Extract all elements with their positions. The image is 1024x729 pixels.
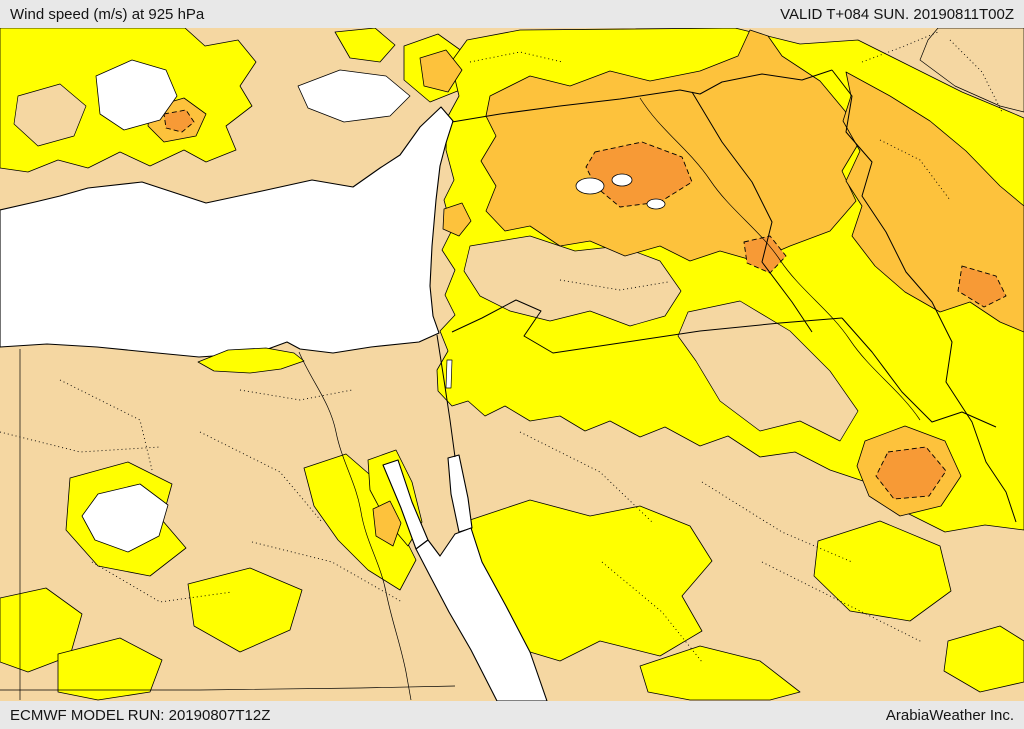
dotted-admin-line: [469, 51, 563, 63]
white-calm-patch: [95, 59, 178, 131]
border-line: [436, 334, 456, 458]
red-sea: [415, 527, 548, 701]
yellow-region: [639, 645, 801, 701]
white-calm-patch: [297, 69, 411, 123]
rivers-layer: [298, 97, 921, 701]
wind-orange-layer: [147, 29, 1024, 547]
orange-region: [480, 29, 861, 262]
model-run-label: ECMWF MODEL RUN: 20190807T12Z: [10, 706, 271, 724]
nile-river: [298, 351, 412, 701]
dead-sea: [445, 359, 453, 389]
border-line: [831, 69, 1017, 523]
border-line: [0, 685, 456, 691]
brand-label: ArabiaWeather Inc.: [885, 706, 1014, 724]
deep-orange-region: [163, 109, 195, 133]
deep-orange-region: [957, 265, 1007, 308]
white-calm-patch: [646, 198, 666, 210]
dotted-admin-line: [559, 279, 669, 291]
dotted-admin-line: [251, 541, 403, 603]
white-calm-patch: [575, 177, 605, 195]
orange-region: [842, 71, 1024, 333]
country-borders-layer: [0, 69, 1017, 700]
valid-time-label: VALID T+084 SUN. 20190811T00Z: [780, 5, 1014, 23]
top-bar: Wind speed (m/s) at 925 hPa VALID T+084 …: [0, 0, 1024, 28]
page-title: Wind speed (m/s) at 925 hPa: [10, 5, 205, 23]
wind-speed-map: [0, 28, 1024, 701]
dotted-admin-line: [601, 561, 703, 663]
dotted-admin-line: [199, 431, 323, 523]
cyprus-island: [197, 347, 305, 374]
dotted-admin-line: [879, 139, 951, 201]
white-calm-patch: [611, 173, 633, 187]
calm-region: [919, 28, 1024, 113]
orange-region: [419, 49, 463, 93]
border-line: [841, 317, 997, 428]
calm-region: [13, 83, 87, 147]
gulf-of-aqaba: [447, 454, 473, 533]
border-line: [691, 91, 813, 333]
yellow-region: [943, 625, 1024, 693]
islands-layer: [197, 347, 305, 374]
deep-orange-region: [875, 446, 947, 500]
orange-region: [442, 202, 472, 237]
yellow-region: [813, 520, 952, 622]
border-line: [451, 299, 843, 354]
dotted-admin-line: [239, 389, 353, 401]
map-container: [0, 28, 1024, 701]
wind-deep-orange-layer: [163, 109, 1007, 500]
orange-region: [372, 500, 402, 547]
calm-holes-layer: [13, 28, 1024, 442]
calm-region: [463, 235, 682, 327]
euphrates-river: [639, 97, 921, 421]
deep-orange-region: [743, 235, 787, 274]
yellow-region: [334, 28, 396, 63]
yellow-region: [303, 453, 417, 591]
admin-borders-layer: [0, 31, 1003, 663]
yellow-region: [57, 637, 163, 701]
border-line: [451, 69, 833, 123]
yellow-region: [187, 567, 303, 653]
calm-region: [677, 300, 859, 442]
dotted-admin-line: [861, 31, 939, 63]
sea-layer: [0, 59, 666, 701]
white-calm-patch: [81, 483, 169, 553]
bottom-bar: ECMWF MODEL RUN: 20190807T12Z ArabiaWeat…: [0, 701, 1024, 729]
